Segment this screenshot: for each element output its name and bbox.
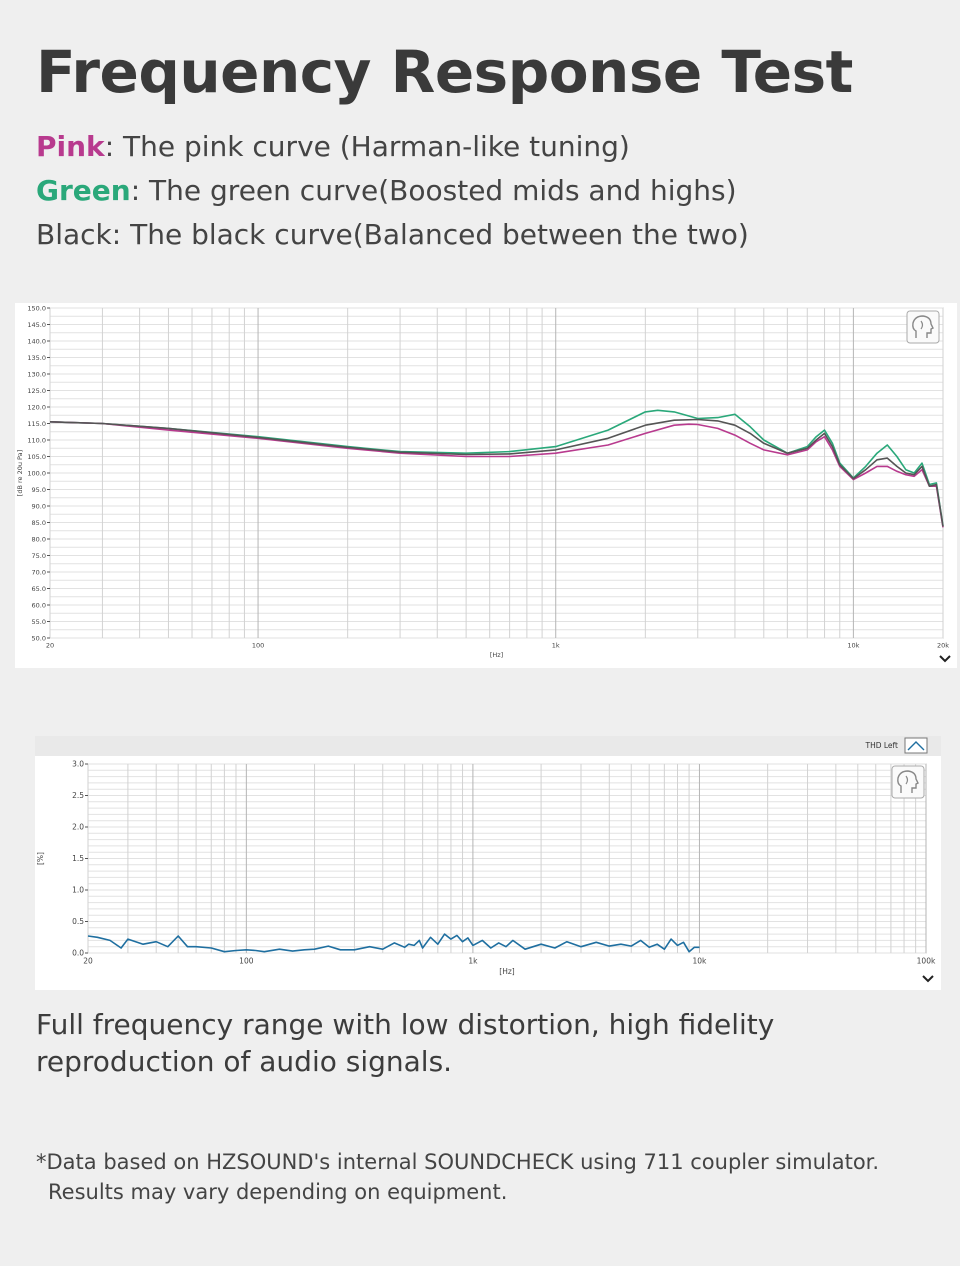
legend-pink: Pink: The pink curve (Harman-like tuning…: [36, 130, 630, 163]
x-tick-label: 10k: [847, 642, 859, 650]
footnote-line-1: *Data based on HZSOUND's internal SOUNDC…: [36, 1150, 880, 1174]
thd-legend-swatch-icon: [904, 737, 928, 754]
thd-legend-label: THD Left: [865, 741, 899, 750]
y-tick-label: 90.0: [32, 503, 46, 511]
y-tick-label: 130.0: [27, 371, 46, 379]
series-line-3: [49, 418, 944, 527]
footnote-line-2: Results may vary depending on equipment.: [48, 1180, 508, 1204]
x-tick-label: 1k: [468, 957, 478, 966]
y-tick-label: 60.0: [32, 602, 46, 610]
head-profile-icon: [906, 310, 940, 344]
head-icon-ear: [905, 775, 909, 785]
page-title: Frequency Response Test: [36, 38, 853, 106]
y-tick-label: 125.0: [27, 387, 46, 395]
frequency-response-chart: 50.0 55.0 60.0 65.0 70.0 75.0 80.0 85.0 90.0 95.0…: [15, 303, 957, 668]
legend-black: Black: The black curve(Balanced between …: [36, 218, 749, 251]
caption-text: Full frequency range with low distortion…: [36, 1008, 775, 1078]
series-line-1: [49, 409, 944, 526]
y-tick-label: 2.0: [72, 823, 84, 832]
head-icon-ear: [920, 320, 924, 330]
y-tick-label: 2.5: [72, 791, 84, 800]
thd-legend-swatch-line: [907, 741, 925, 751]
chevron-down-icon: [922, 975, 934, 983]
y-tick-label: 1.5: [72, 854, 84, 863]
y-tick-label: 0.0: [72, 949, 84, 958]
y-tick-label: 100.0: [27, 470, 46, 478]
frequency-response-svg: 50.0 55.0 60.0 65.0 70.0 75.0 80.0 85.0 90.0 95.0…: [15, 303, 957, 668]
y-tick-label: 115.0: [27, 420, 46, 428]
x-tick-label: 1k: [552, 642, 560, 650]
x-tick-label: 100k: [917, 957, 936, 966]
y-tick-label: 150.0: [27, 305, 46, 313]
y-tick-label: 1.0: [72, 886, 84, 895]
y-tick-label: 135.0: [27, 354, 46, 362]
y-tick-label: 80.0: [32, 536, 46, 544]
head-profile-icon: [891, 765, 925, 799]
legend-green-text: : The green curve(Boosted mids and highs…: [130, 174, 737, 207]
y-tick-label: 70.0: [32, 569, 46, 577]
x-tick-label: 100: [239, 957, 254, 966]
y-tick-label: 0.5: [72, 917, 84, 926]
y-axis-label: [dB re 20u Pa]: [16, 450, 24, 496]
series-line-2: [49, 421, 944, 528]
x-axis-label: [Hz]: [490, 651, 503, 659]
x-tick-label: 20k: [937, 642, 949, 650]
y-tick-label: 110.0: [27, 437, 46, 445]
y-axis-label: [%]: [36, 852, 45, 865]
chevron-down-icon: [939, 655, 951, 663]
thd-legend-strip: [35, 736, 941, 756]
x-tick-label: 20: [46, 642, 54, 650]
legend-black-key: Black: [36, 218, 112, 251]
legend-green: Green: The green curve(Boosted mids and …: [36, 174, 737, 207]
y-tick-label: 95.0: [32, 486, 46, 494]
y-tick-label: 65.0: [32, 585, 46, 593]
y-tick-label: 50.0: [32, 635, 46, 643]
legend-green-key: Green: [36, 174, 131, 207]
legend-pink-key: Pink: [36, 130, 105, 163]
y-tick-label: 140.0: [27, 338, 46, 346]
y-tick-label: 120.0: [27, 404, 46, 412]
x-tick-label: 20: [83, 957, 93, 966]
legend-pink-text: : The pink curve (Harman-like tuning): [104, 130, 630, 163]
x-tick-label: 100: [252, 642, 264, 650]
x-axis-label: [Hz]: [499, 967, 515, 976]
footnote: *Data based on HZSOUND's internal SOUNDC…: [36, 1147, 879, 1207]
legend-black-text: : The black curve(Balanced between the t…: [111, 218, 749, 251]
thd-chart: 0.0 0.5 1.0 1.5 2.0 2.5 3.0 20 100 1k 10k 100k [Hz] […: [35, 736, 941, 990]
y-tick-label: 105.0: [27, 453, 46, 461]
y-tick-label: 145.0: [27, 321, 46, 329]
series-line-1: [87, 933, 700, 953]
y-tick-label: 3.0: [72, 760, 84, 769]
head-icon-profile: [897, 770, 919, 793]
head-icon-profile: [912, 315, 934, 338]
y-tick-label: 55.0: [32, 618, 46, 626]
y-tick-label: 75.0: [32, 552, 46, 560]
thd-svg: 0.0 0.5 1.0 1.5 2.0 2.5 3.0 20 100 1k 10k 100k [Hz] […: [35, 736, 941, 990]
x-tick-label: 10k: [693, 957, 708, 966]
y-tick-label: 85.0: [32, 519, 46, 527]
